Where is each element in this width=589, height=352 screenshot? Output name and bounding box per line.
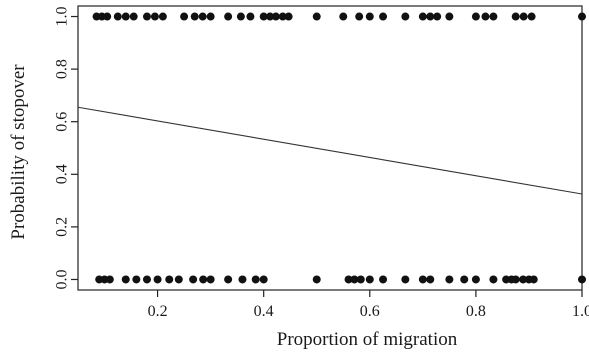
data-point	[105, 275, 114, 284]
data-point	[206, 275, 215, 284]
data-point	[224, 12, 233, 21]
data-point	[481, 12, 490, 21]
data-point	[379, 275, 388, 284]
data-point	[259, 12, 268, 21]
data-point	[511, 12, 520, 21]
data-point	[344, 275, 353, 284]
data-point	[142, 275, 151, 284]
data-points	[92, 12, 586, 284]
x-axis: 0.2 0.4 0.6 0.8 1.0	[148, 290, 589, 320]
plot-border	[77, 5, 583, 291]
data-point	[529, 275, 538, 284]
data-point	[132, 275, 141, 284]
data-point	[271, 12, 280, 21]
data-point	[150, 12, 159, 21]
y-tick-label: 0.6	[54, 112, 71, 132]
data-point	[578, 275, 586, 284]
x-axis-title: Proportion of migration	[277, 329, 458, 350]
data-point	[189, 275, 198, 284]
data-point	[471, 275, 480, 284]
data-point	[460, 275, 469, 284]
data-point	[121, 275, 130, 284]
data-point	[426, 275, 435, 284]
data-point	[174, 275, 183, 284]
y-tick-label: 0.0	[54, 269, 71, 289]
data-point	[401, 12, 410, 21]
data-point	[312, 275, 321, 284]
data-point	[246, 12, 255, 21]
fit-line-group	[77, 106, 583, 195]
fit-line	[77, 106, 583, 195]
data-point	[190, 12, 199, 21]
data-point	[284, 12, 293, 21]
x-tick-label: 1.0	[572, 303, 589, 320]
data-point	[238, 275, 247, 284]
data-point	[199, 275, 208, 284]
data-point	[236, 12, 245, 21]
data-point	[350, 275, 359, 284]
data-point	[519, 275, 528, 284]
data-point	[224, 275, 233, 284]
data-point	[198, 12, 207, 21]
data-point	[511, 275, 520, 284]
data-point	[103, 12, 112, 21]
data-point	[266, 12, 275, 21]
data-point	[445, 275, 454, 284]
data-point	[121, 12, 130, 21]
data-point	[251, 275, 260, 284]
data-point	[365, 275, 374, 284]
y-tick-label: 0.4	[54, 164, 71, 184]
data-point	[379, 12, 388, 21]
data-point	[433, 12, 442, 21]
y-tick-label: 1.0	[54, 7, 71, 27]
data-point	[527, 12, 536, 21]
data-point	[471, 12, 480, 21]
data-point	[259, 275, 268, 284]
data-point	[445, 12, 454, 21]
data-point	[365, 12, 374, 21]
x-tick-label: 0.4	[254, 303, 274, 320]
data-point	[113, 12, 122, 21]
data-point	[206, 12, 215, 21]
x-tick-label: 0.8	[466, 303, 486, 320]
x-tick-label: 0.6	[360, 303, 380, 320]
data-point	[578, 12, 586, 21]
x-tick-label: 0.2	[148, 303, 168, 320]
y-tick-label: 0.2	[54, 217, 71, 237]
data-point	[180, 12, 189, 21]
data-point	[142, 12, 151, 21]
plot-frame	[77, 5, 583, 291]
data-point	[418, 275, 427, 284]
y-axis: 0.0 0.2 0.4 0.6 0.8 1.0	[54, 7, 78, 289]
data-point	[489, 275, 498, 284]
data-point	[153, 275, 162, 284]
data-point	[158, 12, 167, 21]
data-point	[418, 12, 427, 21]
data-point	[355, 12, 364, 21]
data-point	[129, 12, 138, 21]
data-point	[339, 12, 348, 21]
data-point	[278, 12, 287, 21]
data-point	[401, 275, 410, 284]
y-tick-label: 0.8	[54, 59, 71, 79]
data-point	[356, 275, 365, 284]
data-point	[312, 12, 321, 21]
data-point	[165, 275, 174, 284]
data-point	[519, 12, 528, 21]
data-point	[426, 12, 435, 21]
data-point	[489, 12, 498, 21]
y-axis-title: Probability of stopover	[8, 64, 29, 240]
